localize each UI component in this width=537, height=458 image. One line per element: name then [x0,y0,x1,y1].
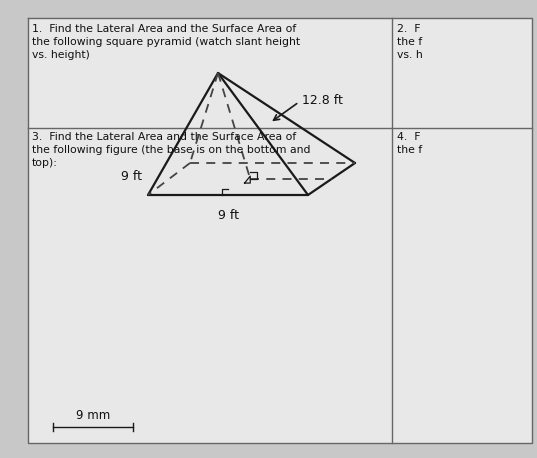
Text: 3.  Find the Lateral Area and the Surface Area of
the following figure (the base: 3. Find the Lateral Area and the Surface… [32,132,310,169]
Text: 4.  F
the f: 4. F the f [397,132,422,155]
Text: 2.  F
the f
vs. h: 2. F the f vs. h [397,24,423,60]
Text: 9 ft: 9 ft [121,170,142,184]
Bar [392,18,532,128]
Text: 9 ft: 9 ft [217,209,238,222]
Bar [28,128,392,443]
Text: 12.8 ft: 12.8 ft [302,93,343,107]
Text: 9 mm: 9 mm [76,409,110,422]
Bar [392,128,532,443]
Bar [28,18,392,128]
Text: 1.  Find the Lateral Area and the Surface Area of
the following square pyramid (: 1. Find the Lateral Area and the Surface… [32,24,300,60]
